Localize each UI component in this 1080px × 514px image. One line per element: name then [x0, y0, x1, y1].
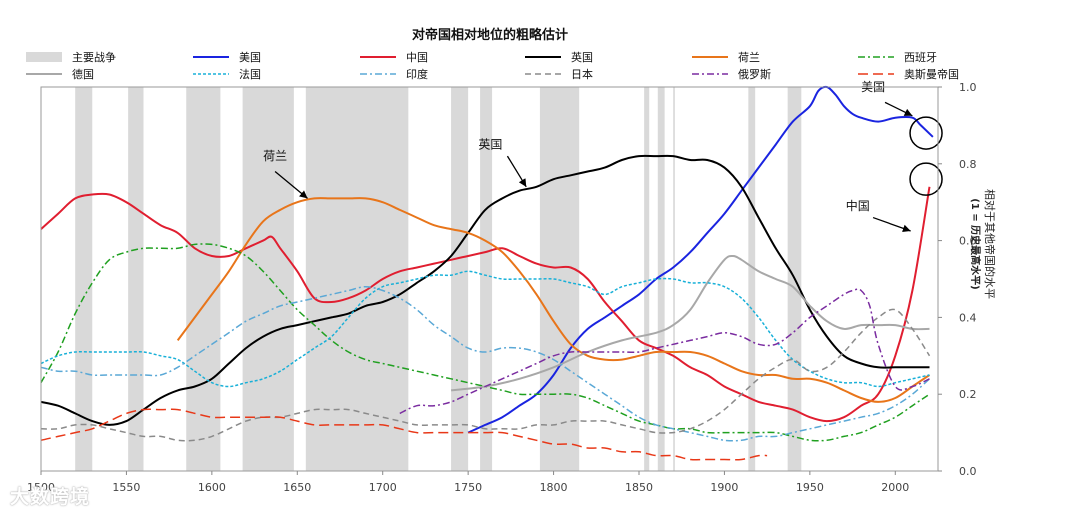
y-axis-label: 相对于其他帝国的水平	[983, 189, 997, 299]
y-axis: 0.0 0.2 0.4 0.6 0.8 1.0	[938, 81, 977, 478]
y-tick-label: 0.6	[959, 235, 977, 248]
y-axis-sublabel: (1 = 历史最高水平)	[969, 198, 982, 289]
annotation-arrow	[872, 216, 911, 233]
annotation-arrow	[274, 170, 308, 199]
series-line-法国	[40, 270, 930, 388]
legend-label: 美国	[239, 51, 261, 64]
war-band	[748, 87, 756, 471]
legend-label: 日本	[571, 67, 593, 81]
x-tick-label: 1950	[796, 481, 824, 494]
annotation-arrow	[884, 101, 913, 117]
legend-label: 荷兰	[738, 51, 760, 64]
chart-title: 对帝国相对地位的粗略估计	[412, 27, 568, 43]
x-tick-label: 1650	[283, 481, 311, 494]
x-tick-label: 1600	[198, 481, 226, 494]
legend-label: 印度	[406, 67, 428, 81]
series-line-奥斯曼帝国	[40, 408, 768, 461]
x-tick-label: 1900	[710, 481, 738, 494]
plot-frame	[40, 86, 939, 472]
series-line-德国	[450, 254, 930, 392]
x-tick-label: 1550	[112, 481, 140, 494]
war-band	[305, 87, 409, 471]
series-line-俄罗斯	[399, 288, 930, 415]
x-tick-label: 2000	[881, 481, 909, 494]
legend-label: 法国	[239, 67, 261, 81]
legend-label: 德国	[72, 67, 94, 81]
watermark: 大数跨境	[10, 486, 91, 508]
legend-swatch-war	[26, 52, 62, 62]
war-band	[186, 87, 221, 471]
highlight-circle	[909, 116, 943, 150]
series-line-英国	[40, 154, 930, 426]
x-tick-label: 1750	[454, 481, 482, 494]
y-tick-label: 1.0	[959, 81, 977, 94]
legend-label: 西班牙	[904, 51, 937, 64]
war-band	[644, 87, 650, 471]
y-tick-label: 0.0	[959, 465, 977, 478]
legend-label: 主要战争	[72, 50, 116, 64]
series-line-荷兰	[176, 197, 931, 403]
series-lines	[40, 85, 934, 461]
highlight-circle	[909, 162, 943, 196]
annotation-label: 英国	[478, 137, 502, 151]
war-band	[242, 87, 294, 471]
war-band	[451, 87, 469, 471]
legend-label: 奥斯曼帝国	[904, 67, 959, 81]
war-bands	[75, 87, 802, 471]
war-band	[480, 87, 493, 471]
series-line-印度	[40, 285, 931, 442]
annotation-label: 中国	[846, 198, 870, 213]
y-tick-label: 0.4	[959, 311, 977, 324]
y-tick-label: 0.2	[959, 388, 977, 401]
x-tick-label: 1700	[369, 481, 397, 494]
series-line-日本	[40, 308, 931, 442]
series-line-美国	[467, 85, 934, 434]
x-tick-label: 1800	[540, 481, 568, 494]
y-tick-label: 0.8	[959, 158, 977, 171]
legend-label: 俄罗斯	[738, 68, 771, 81]
legend-label: 中国	[406, 51, 428, 64]
war-band	[75, 87, 93, 471]
war-band	[128, 87, 144, 471]
x-tick-label: 1500	[27, 481, 55, 494]
x-axis: 1500 1550 1600 1650 1700 1750 1800 1850 1900 1950…	[27, 471, 909, 494]
annotation-arrow	[506, 155, 527, 188]
legend-label: 英国	[571, 50, 593, 64]
annotation-label: 荷兰	[263, 149, 287, 163]
x-tick-label: 1850	[625, 481, 653, 494]
series-line-中国	[40, 186, 931, 423]
